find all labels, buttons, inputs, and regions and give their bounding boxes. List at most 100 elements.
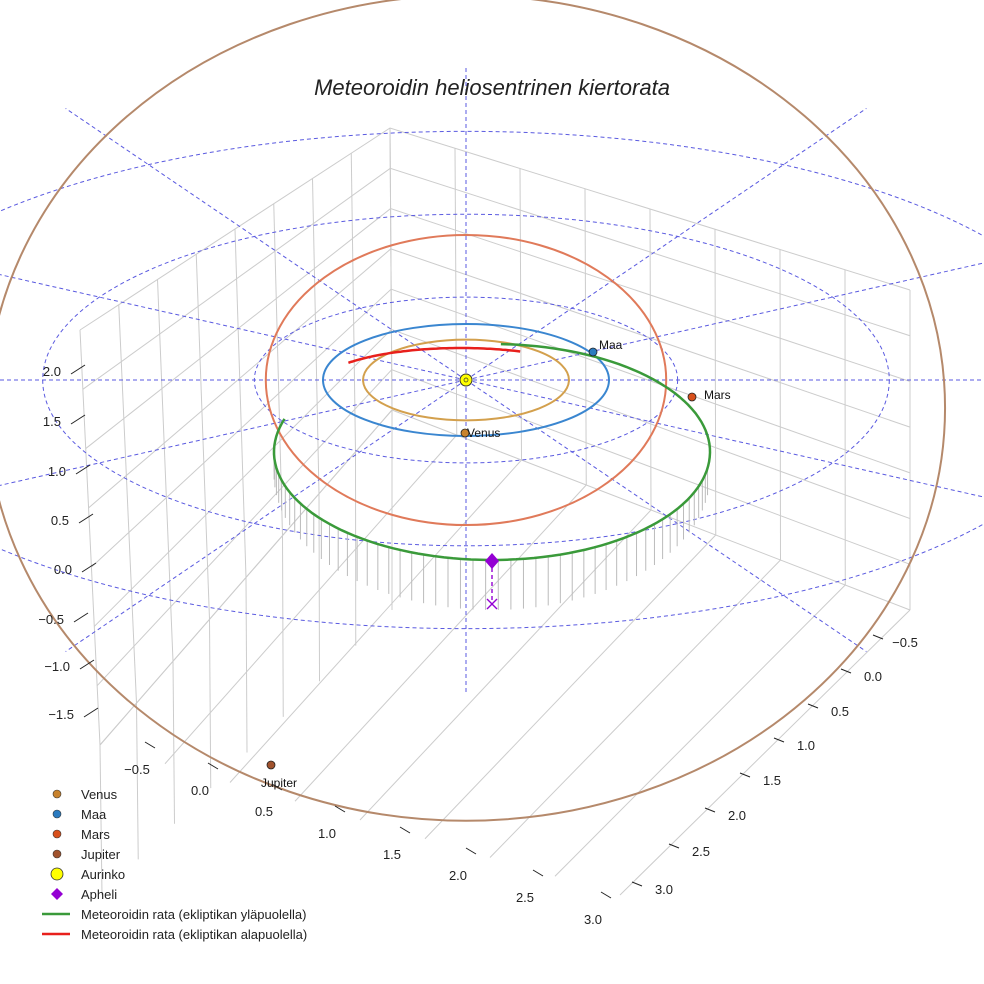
ecliptic-grid-ray: [465, 108, 867, 381]
z-tick-label: 1.0: [48, 464, 66, 479]
y-tick-mark: [773, 737, 785, 743]
y-tick-mark: [704, 807, 716, 813]
axis-grid: [79, 127, 911, 896]
x-tick-label: 3.0: [584, 912, 602, 927]
floor-grid-line: [245, 577, 248, 753]
floor-grid-line: [424, 534, 717, 840]
wall-grid-line: [584, 188, 587, 486]
y-tick-label: 2.5: [692, 844, 710, 859]
ecliptic-grid-ray: [65, 379, 467, 652]
wall-grid-line: [779, 249, 781, 561]
z-tick-mark: [70, 364, 86, 375]
legend-marker: [50, 867, 64, 881]
wall-grid-line: [649, 208, 652, 511]
meteoroid-orbit: [272, 342, 712, 562]
x-tick-mark: [600, 891, 612, 899]
chart-title: Meteoroidin heliosentrinen kiertorata: [314, 75, 670, 100]
wall-grid-line: [82, 167, 911, 390]
legend-marker: [51, 888, 63, 900]
planet-label-mars: Mars: [704, 388, 731, 402]
y-tick-mark: [872, 634, 884, 640]
planet-label-venus: Venus: [467, 426, 500, 440]
wall-grid-line: [91, 288, 911, 568]
aphelion-projection-cross: [486, 598, 498, 610]
floor-grid-line: [164, 434, 458, 765]
x-tick-mark: [271, 783, 283, 791]
orbit-jupiter: [0, 0, 946, 822]
x-tick-label: 2.0: [449, 868, 467, 883]
legend-label: Aurinko: [81, 867, 125, 882]
y-tick-label: 3.0: [655, 882, 673, 897]
legend-label: Venus: [81, 787, 118, 802]
y-tick-mark: [631, 881, 643, 887]
y-tick-label: 1.0: [797, 738, 815, 753]
planet-label-maa: Maa: [599, 338, 623, 352]
wall-grid-line: [85, 208, 911, 449]
legend-marker: [52, 829, 62, 839]
wall-grid-line: [350, 153, 356, 452]
z-tick-label: −1.5: [48, 707, 74, 722]
y-tick-label: 1.5: [763, 773, 781, 788]
planet-marker-maa: [588, 347, 598, 357]
z-tick-label: −0.5: [38, 612, 64, 627]
legend-marker: [52, 809, 62, 819]
z-tick-label: 0.5: [51, 513, 69, 528]
floor-grid-line: [489, 559, 781, 858]
x-tick-mark: [334, 805, 346, 813]
floor-grid-line: [209, 619, 212, 789]
y-tick-mark: [807, 703, 819, 709]
z-tick-label: 0.0: [54, 562, 72, 577]
x-tick-mark: [399, 826, 411, 834]
legend-label: Meteoroidin rata (ekliptikan yläpuolella…: [81, 907, 306, 922]
floor-grid-line: [99, 744, 103, 896]
legend-label: Jupiter: [81, 847, 121, 862]
wall-grid-line: [389, 127, 393, 411]
sun-marker: [459, 373, 473, 387]
wall-grid-line: [99, 409, 911, 746]
wall-grid-line: [195, 254, 210, 620]
floor-grid-line: [294, 484, 587, 802]
y-tick-mark: [668, 843, 680, 849]
x-tick-label: 0.5: [255, 804, 273, 819]
orbit-mars: [264, 233, 668, 527]
wall-grid-line: [118, 304, 137, 704]
x-tick-label: 2.5: [516, 890, 534, 905]
wall-grid-line: [79, 329, 101, 746]
floor-grid-line: [172, 661, 175, 824]
wall-grid-line: [454, 148, 458, 436]
meteoroid-orbit-below: [347, 346, 521, 364]
wall-grid-line: [312, 178, 320, 494]
z-tick-mark: [79, 659, 95, 670]
z-tick-label: 2.0: [43, 364, 61, 379]
planet-label-jupiter: Jupiter: [261, 776, 297, 790]
x-tick-label: 1.0: [318, 826, 336, 841]
aphelion-marker: [485, 553, 499, 569]
y-tick-label: 0.0: [864, 669, 882, 684]
legend-item: Maa: [52, 807, 107, 822]
wall-grid-line: [714, 229, 717, 536]
z-tick-mark: [73, 612, 89, 623]
floor-grid-line: [229, 459, 522, 783]
legend-item: Aurinko: [50, 867, 125, 882]
z-tick-mark: [83, 707, 99, 718]
legend-marker: [52, 849, 62, 859]
legend-marker: [52, 789, 62, 799]
y-tick-mark: [739, 772, 751, 778]
z-tick-label: 1.5: [43, 414, 61, 429]
x-tick-label: −0.5: [124, 762, 150, 777]
legend-item: Mars: [52, 827, 110, 842]
legend: Venus Maa Mars Jupiter Aurinko Apheli Meteoroi…: [42, 787, 307, 942]
x-tick-mark: [465, 847, 477, 855]
wall-grid-line: [519, 168, 522, 461]
legend-label: Mars: [81, 827, 110, 842]
x-tick-label: 0.0: [191, 783, 209, 798]
planet-marker-mars: [687, 392, 697, 402]
axis-ticks: 2.0 1.5 1.0 0.5 0.0 −0.5 −1.0 −1.5 −0.5 0.0 0.5 1.0…: [38, 364, 918, 927]
x-tick-mark: [532, 869, 544, 877]
z-tick-mark: [81, 562, 97, 573]
x-tick-mark: [207, 762, 219, 770]
pane-back-left: [80, 128, 392, 740]
y-tick-label: −0.5: [892, 635, 918, 650]
